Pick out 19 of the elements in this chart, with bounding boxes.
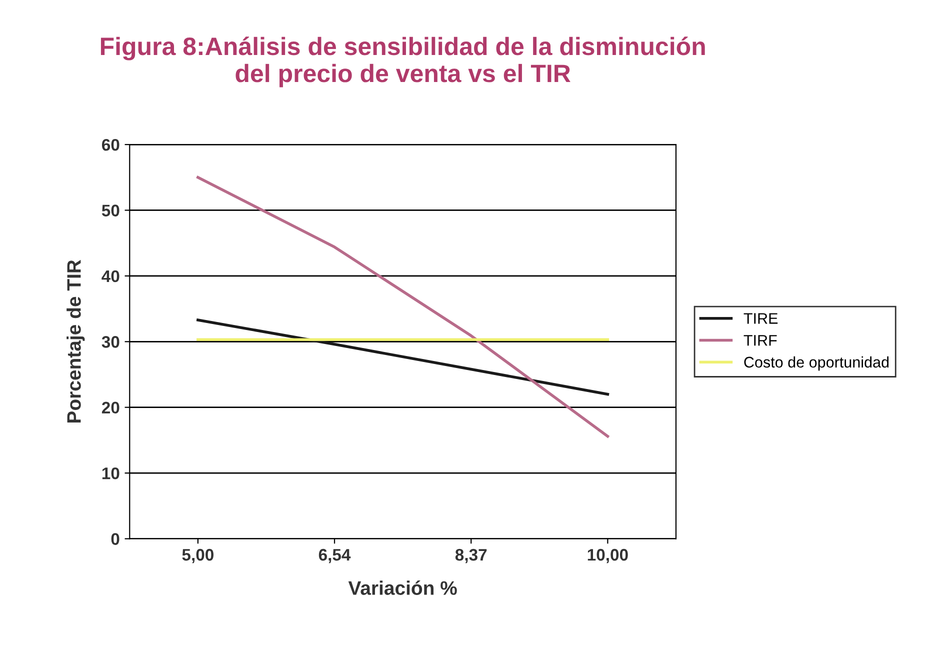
line-series — [196, 318, 610, 396]
y-tick-label: 0 — [111, 533, 120, 545]
y-tick-label: 20 — [102, 402, 120, 414]
y-tick-label: 30 — [102, 336, 120, 348]
y-axis-title: Porcentaje de TIR — [66, 260, 85, 422]
legend-label: TIRE — [744, 313, 778, 324]
x-tick-label: 8,37 — [455, 548, 487, 564]
line-series — [196, 176, 610, 438]
x-tick-label: 10,00 — [588, 548, 628, 564]
legend-label: TIRF — [744, 335, 777, 346]
x-tick-label: 5,00 — [182, 548, 214, 564]
y-tick-label: 60 — [102, 138, 120, 151]
x-tick-label: 6,54 — [318, 548, 351, 564]
chart-title: Figura 8:Análisis de sensibilidad de la disminución del precio de venta vs el TIR — [100, 36, 705, 88]
x-axis-title: Variación % — [348, 580, 457, 595]
y-tick-label: 10 — [102, 467, 120, 480]
legend-label: Costo de oportunidad — [744, 356, 889, 371]
y-tick-label: 50 — [102, 204, 120, 216]
y-tick-label: 40 — [102, 270, 120, 282]
